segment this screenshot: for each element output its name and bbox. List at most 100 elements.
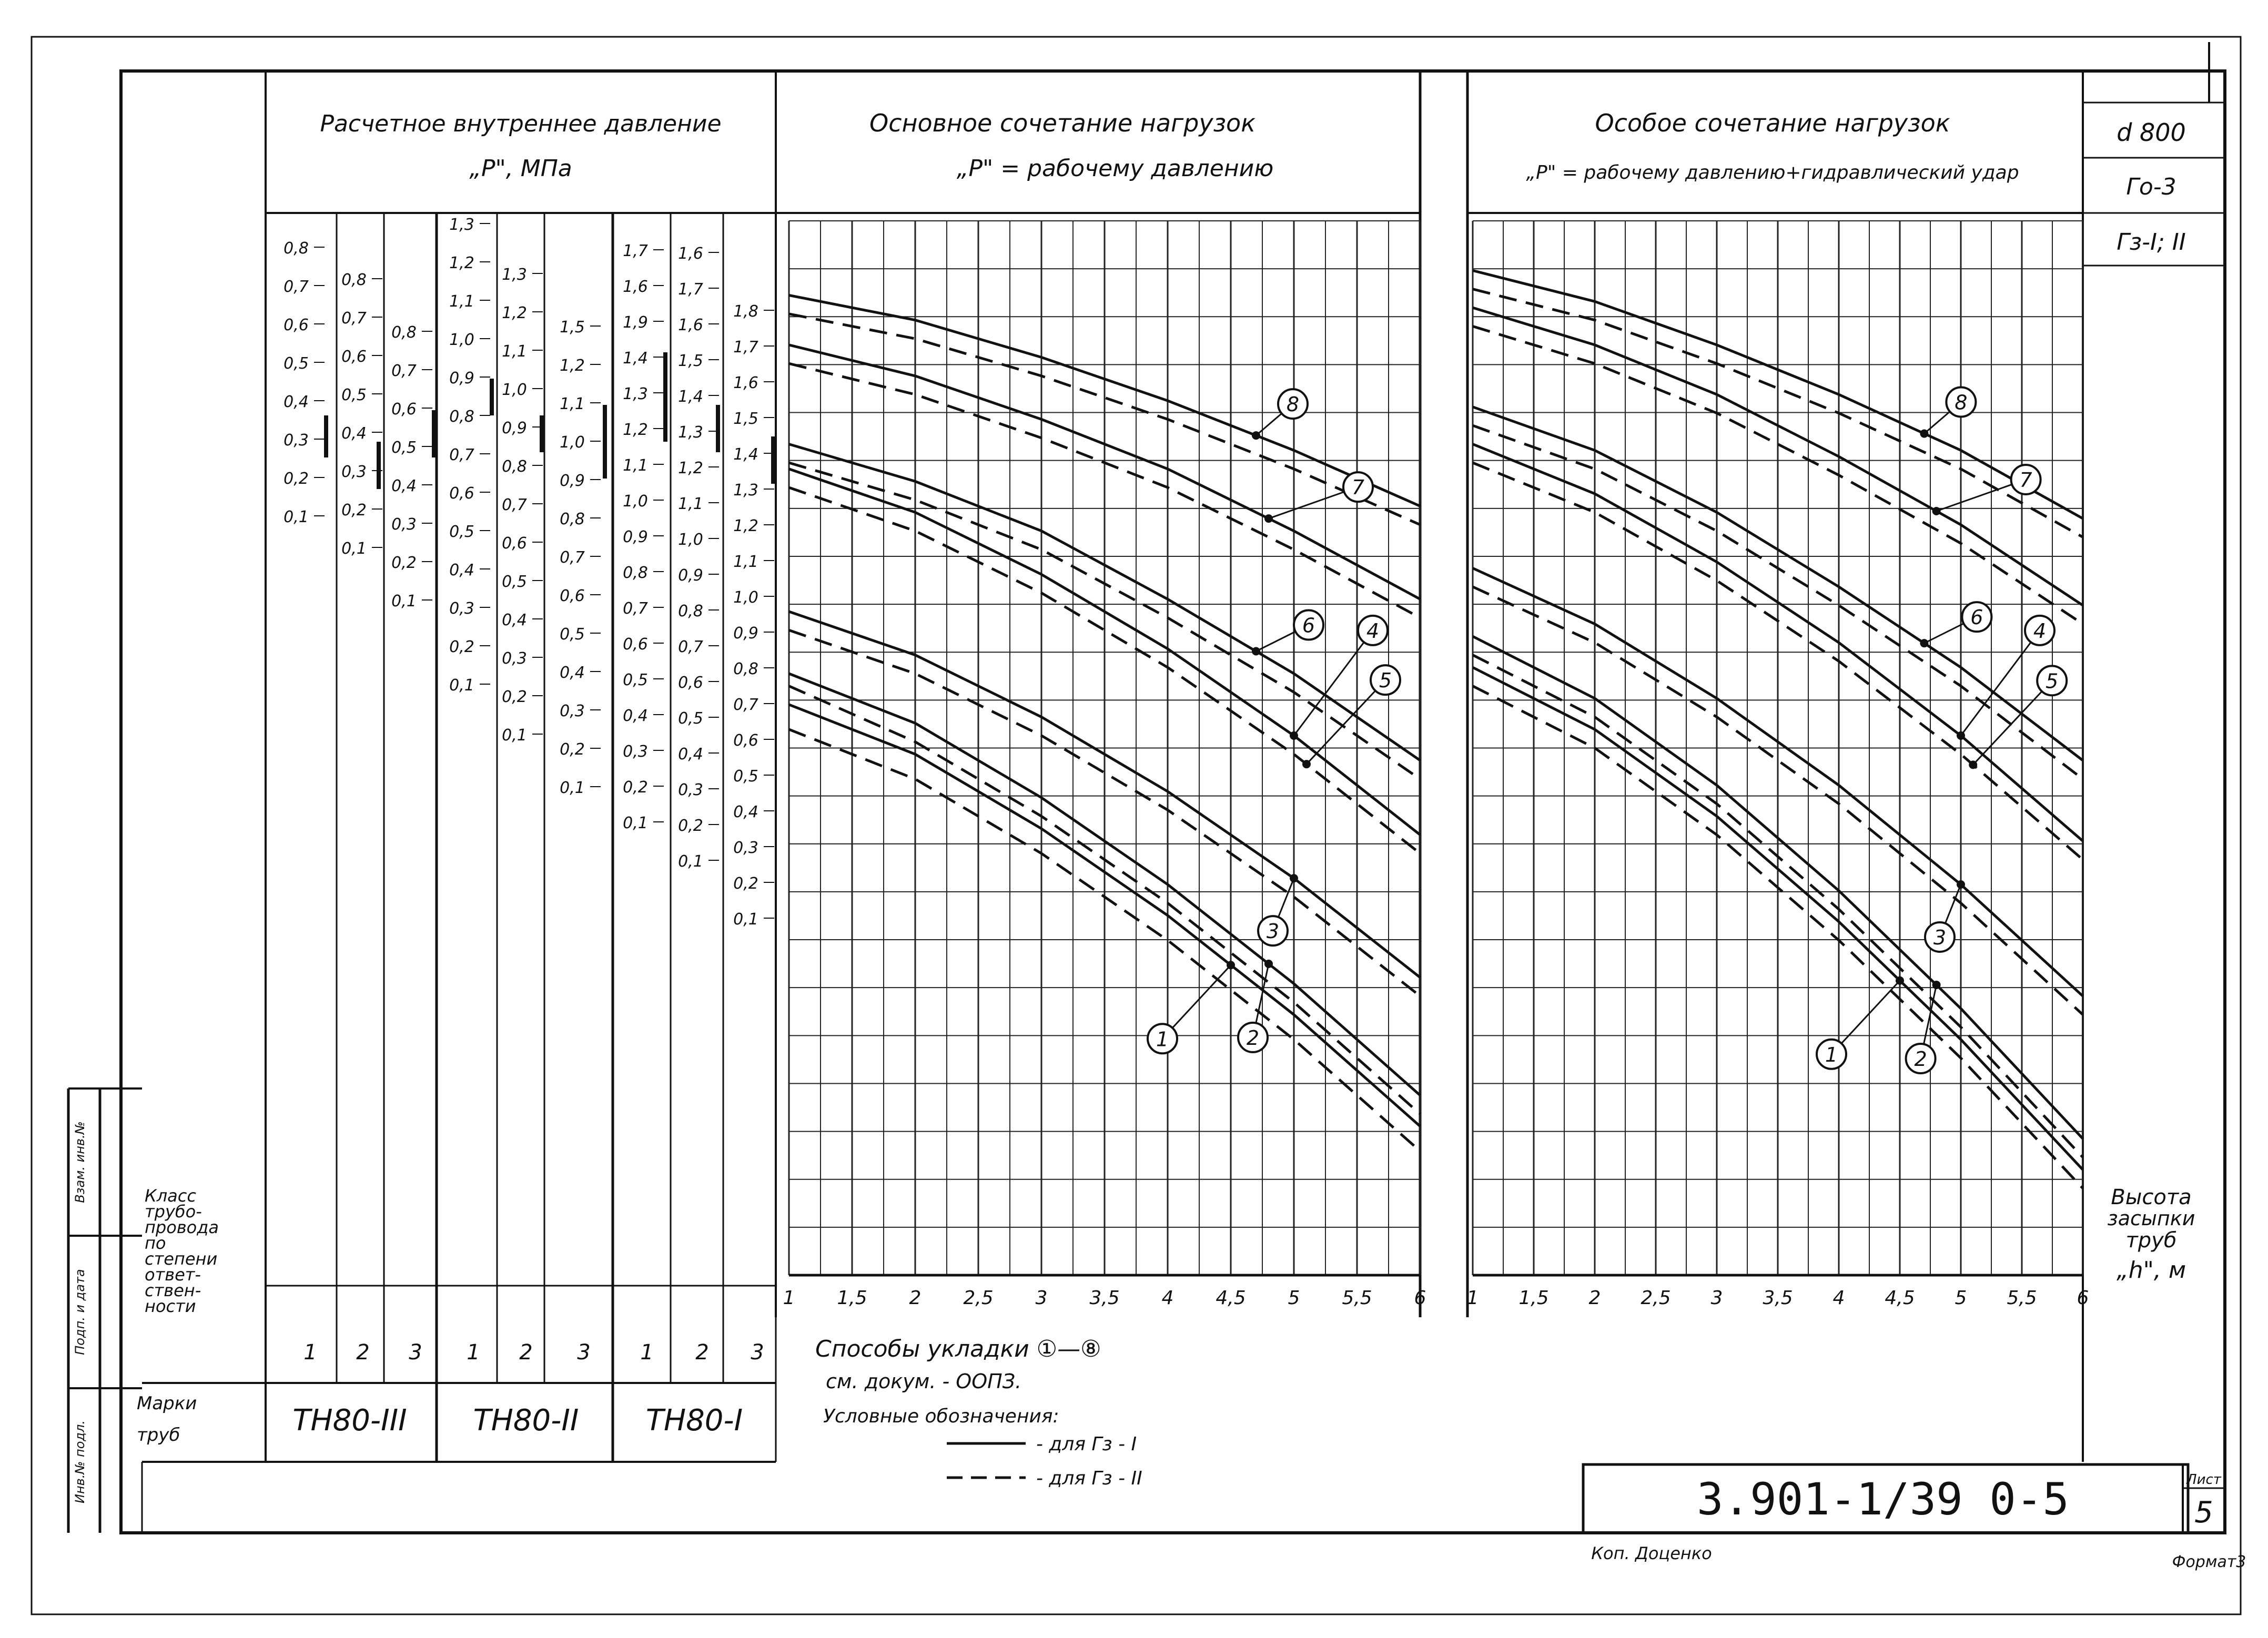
pressure-tick-label: 0,7 — [733, 696, 758, 714]
pressure-tick-label: 0,1 — [449, 676, 474, 695]
legend-title: Условные обозначения: — [823, 1406, 1059, 1427]
callout-circle — [1342, 471, 1374, 503]
basic-combination-subtitle: „P" = рабочему давлению — [957, 155, 1274, 182]
x-tick-label: 4,5 — [1216, 1287, 1246, 1309]
pressure-tick-label: 0,3 — [733, 839, 758, 857]
pressure-tick-label: 1,3 — [623, 385, 648, 403]
series-line-2-solid — [1472, 635, 2084, 1140]
pressure-tick-label: 1,3 — [502, 266, 527, 284]
pressure-tick-label: 1,0 — [449, 331, 474, 349]
pressure-tick-label: 0,8 — [623, 564, 648, 582]
pressure-tick-label: 0,9 — [733, 624, 758, 643]
pressure-title-line1: Расчетное внутреннее давление — [320, 110, 721, 137]
x-tick-label: 5 — [1288, 1287, 1300, 1309]
pressure-tick-label: 0,4 — [623, 707, 648, 725]
series-line-3-dashed — [788, 629, 1421, 998]
callout-label: 8 — [1955, 391, 1967, 414]
callout-circle — [1277, 388, 1309, 420]
pressure-tick-label: 0,5 — [678, 709, 703, 728]
xaxis-title-line: труб — [2125, 1228, 2176, 1253]
series-line-4-solid — [1472, 443, 2084, 842]
series-line-1-dashed — [788, 728, 1421, 1152]
class-number: 1 — [303, 1340, 317, 1365]
x-tick-label: 3,5 — [1763, 1287, 1793, 1309]
callout-label: 6 — [1970, 606, 1983, 629]
pressure-tick-label: 0,1 — [623, 814, 648, 832]
legend-dashed-label: - для Гз - II — [1036, 1468, 1142, 1489]
class-label-line: ности — [145, 1296, 196, 1316]
series-line-8-solid — [788, 294, 1421, 507]
class-number: 2 — [356, 1340, 369, 1365]
pressure-tick-label: 0,2 — [560, 740, 585, 759]
pressure-tick-label: 1,7 — [623, 242, 648, 260]
xaxis-title-line: „h", м — [2117, 1257, 2186, 1284]
x-tick-label: 5,5 — [2007, 1287, 2037, 1309]
pressure-tick-label: 0,9 — [560, 472, 585, 490]
pressure-title-line2: „P", МПа — [469, 155, 572, 182]
class-label-line: степени — [145, 1249, 217, 1269]
callout-circle — [1257, 915, 1289, 947]
pressure-tick-label: 0,1 — [733, 910, 758, 929]
pressure-tick-label: 0,6 — [678, 674, 703, 692]
x-tick-label: 2,5 — [963, 1287, 993, 1309]
callout-label: 5 — [1379, 669, 1392, 692]
charts: 1 1,5 2 2,5 3 3,5 4 4,5 5 5,5 6 8 7 6 4 5 3 1 2 1 1,5 2 2,5 3 3,… — [783, 220, 2195, 1309]
x-tick-label: 3,5 — [1089, 1287, 1119, 1309]
pressure-tick-label: 0,3 — [502, 649, 527, 668]
pressure-tick-label: 0,1 — [391, 592, 417, 611]
x-tick-label: 6 — [2077, 1287, 2089, 1309]
pressure-tick-label: 1,2 — [678, 459, 703, 477]
series-line-2-dashed — [788, 685, 1421, 1115]
pressure-tick-label: 1,4 — [733, 445, 758, 464]
pressure-tick-label: 0,8 — [284, 239, 309, 258]
side-stamp-label: Подп. и дата — [73, 1269, 87, 1355]
series-line-8-solid — [1472, 269, 2084, 520]
x-tick-label: 2 — [1589, 1287, 1601, 1309]
pressure-tick-label: 1,3 — [733, 481, 758, 500]
pressure-tick-label: 0,5 — [623, 671, 648, 689]
pressure-tick-label: 1,6 — [678, 245, 703, 263]
pressure-tick-label: 1,3 — [449, 216, 474, 234]
x-tick-label: 4 — [1162, 1287, 1174, 1309]
pressure-tick-label: 0,1 — [678, 852, 703, 871]
series-line-6-dashed — [1472, 424, 2084, 780]
pressure-tick-label: 0,8 — [341, 271, 367, 289]
pressure-tick-label: 1,4 — [623, 349, 648, 368]
callout-label: 2 — [1915, 1047, 1927, 1071]
callout-leader — [1305, 679, 1386, 765]
pressure-tick-label: 0,5 — [449, 523, 474, 541]
pressure-tick-label: 0,8 — [678, 602, 703, 620]
series-line-7-dashed — [788, 362, 1421, 619]
pressure-tick-label: 0,2 — [449, 638, 474, 656]
pressure-tick-label: 0,9 — [623, 528, 648, 546]
pressure-tick-label: 0,7 — [284, 278, 309, 296]
x-tick-label: 2 — [909, 1287, 922, 1309]
class-number: 3 — [751, 1340, 764, 1365]
series-line-3-solid — [1472, 567, 2084, 998]
callout-circle — [1357, 614, 1389, 646]
special-combination-subtitle: „P" = рабочему давлению+гидравлический у… — [1526, 162, 2019, 184]
pressure-tick-label: 0,7 — [391, 362, 417, 380]
xaxis-title-line: Высота — [2111, 1185, 2191, 1209]
pressure-tick-label: 0,3 — [449, 599, 474, 618]
pressure-tick-label: 1,2 — [623, 421, 648, 439]
series-line-7-solid — [1472, 306, 2084, 607]
pressure-tick-label: 1,1 — [449, 292, 474, 311]
x-tick-label: 1 — [783, 1287, 795, 1309]
callout-leader — [1830, 980, 1901, 1055]
pressure-tick-label: 1,0 — [678, 531, 703, 549]
class-label-line: ствен- — [145, 1280, 201, 1300]
pressure-tick-label: 1,0 — [502, 381, 527, 399]
pressure-tick-label: 1,2 — [560, 357, 585, 375]
pressure-tick-label: 0,3 — [284, 431, 309, 450]
class-label-line: трубо- — [145, 1202, 202, 1222]
class-number: 2 — [519, 1340, 532, 1365]
pressure-tick-label: 0,4 — [284, 393, 309, 411]
x-tick-label: 6 — [1414, 1287, 1426, 1309]
x-tick-label: 3 — [1036, 1287, 1048, 1309]
pressure-tick-label: 0,4 — [560, 664, 585, 682]
series-line-1-solid — [1472, 666, 2084, 1171]
callout-circle — [2036, 665, 2068, 697]
brand-label-line: труб — [137, 1425, 180, 1446]
